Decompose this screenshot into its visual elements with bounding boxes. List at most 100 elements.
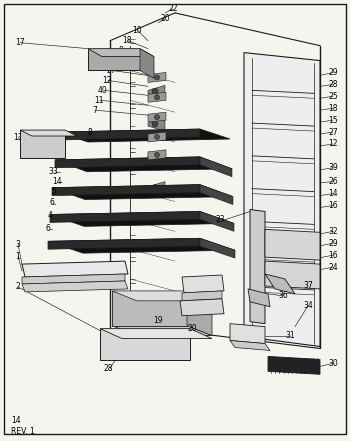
- Polygon shape: [200, 212, 234, 232]
- Text: 18: 18: [122, 36, 132, 45]
- Text: 16: 16: [328, 201, 338, 210]
- Polygon shape: [55, 157, 232, 172]
- Polygon shape: [48, 238, 200, 249]
- Polygon shape: [148, 86, 165, 98]
- Text: 14: 14: [328, 189, 338, 198]
- Text: 1: 1: [16, 252, 20, 261]
- Text: 17: 17: [15, 38, 25, 47]
- Polygon shape: [100, 329, 190, 360]
- Text: 28: 28: [328, 80, 338, 89]
- Text: 13: 13: [13, 132, 23, 142]
- Circle shape: [152, 153, 158, 159]
- Polygon shape: [200, 157, 232, 177]
- Text: 10: 10: [132, 26, 142, 35]
- Text: 15: 15: [110, 56, 120, 65]
- Text: 24: 24: [328, 262, 338, 272]
- Polygon shape: [230, 340, 270, 351]
- Text: 29: 29: [328, 68, 338, 77]
- Text: 27: 27: [328, 127, 338, 137]
- Circle shape: [152, 185, 158, 191]
- Polygon shape: [248, 289, 270, 307]
- Polygon shape: [148, 150, 165, 163]
- Text: 33: 33: [48, 167, 58, 176]
- Polygon shape: [88, 49, 140, 71]
- Polygon shape: [58, 129, 200, 140]
- Text: 27: 27: [106, 66, 116, 75]
- Text: 14: 14: [52, 177, 62, 186]
- Text: 15: 15: [328, 116, 338, 125]
- Polygon shape: [112, 291, 187, 325]
- Polygon shape: [200, 238, 235, 258]
- Polygon shape: [180, 299, 224, 316]
- Text: 30: 30: [328, 359, 338, 368]
- Text: 34: 34: [303, 301, 313, 310]
- Polygon shape: [52, 185, 200, 196]
- Text: 37: 37: [303, 281, 313, 291]
- Polygon shape: [22, 261, 128, 277]
- Text: 5: 5: [51, 187, 56, 196]
- Polygon shape: [112, 291, 212, 301]
- Circle shape: [154, 115, 160, 120]
- Circle shape: [152, 88, 158, 94]
- Polygon shape: [58, 129, 230, 142]
- Text: 28: 28: [103, 364, 113, 373]
- Text: 23: 23: [215, 215, 225, 224]
- Polygon shape: [268, 356, 320, 374]
- Text: 11: 11: [94, 96, 104, 105]
- Text: 3: 3: [15, 240, 20, 249]
- Circle shape: [154, 75, 160, 80]
- Text: 32: 32: [328, 227, 338, 236]
- Polygon shape: [52, 185, 233, 200]
- Polygon shape: [148, 92, 166, 102]
- Polygon shape: [187, 291, 212, 336]
- Polygon shape: [140, 49, 154, 78]
- Polygon shape: [182, 275, 224, 293]
- Text: 40: 40: [98, 86, 108, 95]
- Circle shape: [154, 153, 160, 157]
- Text: 14
REV. 1: 14 REV. 1: [11, 416, 35, 436]
- Text: 6: 6: [61, 140, 65, 149]
- Polygon shape: [250, 209, 265, 324]
- Polygon shape: [148, 118, 165, 131]
- Text: 19: 19: [153, 316, 163, 325]
- Text: 6: 6: [50, 198, 55, 207]
- Polygon shape: [148, 182, 165, 194]
- Polygon shape: [22, 281, 128, 292]
- Text: 26: 26: [328, 177, 338, 186]
- Text: 16: 16: [328, 250, 338, 260]
- Text: 18: 18: [328, 104, 338, 113]
- Polygon shape: [112, 325, 212, 336]
- Text: 8: 8: [88, 127, 92, 137]
- Polygon shape: [50, 212, 234, 226]
- Text: 31: 31: [285, 331, 295, 340]
- Text: 20: 20: [160, 15, 170, 23]
- Text: 6: 6: [46, 224, 50, 233]
- Text: 12: 12: [102, 76, 112, 85]
- Polygon shape: [88, 49, 154, 56]
- Polygon shape: [48, 238, 235, 253]
- Circle shape: [152, 121, 158, 127]
- Text: 39: 39: [328, 163, 338, 172]
- Polygon shape: [148, 72, 166, 82]
- Text: 29: 29: [328, 239, 338, 248]
- Text: 9: 9: [119, 46, 124, 55]
- Polygon shape: [148, 112, 166, 122]
- Polygon shape: [20, 130, 77, 136]
- Polygon shape: [55, 157, 200, 168]
- Polygon shape: [148, 150, 166, 160]
- Polygon shape: [200, 185, 233, 205]
- Polygon shape: [244, 52, 320, 347]
- Text: 7: 7: [92, 106, 97, 115]
- Text: 25: 25: [328, 92, 338, 101]
- Polygon shape: [230, 324, 265, 344]
- Text: 36: 36: [278, 292, 288, 300]
- Text: 12: 12: [328, 139, 338, 149]
- Polygon shape: [265, 274, 295, 294]
- Polygon shape: [182, 291, 222, 301]
- Circle shape: [154, 95, 160, 100]
- Text: 20: 20: [187, 324, 197, 333]
- Polygon shape: [100, 329, 212, 339]
- Text: 2: 2: [16, 282, 20, 292]
- Polygon shape: [50, 212, 200, 222]
- Polygon shape: [20, 130, 65, 158]
